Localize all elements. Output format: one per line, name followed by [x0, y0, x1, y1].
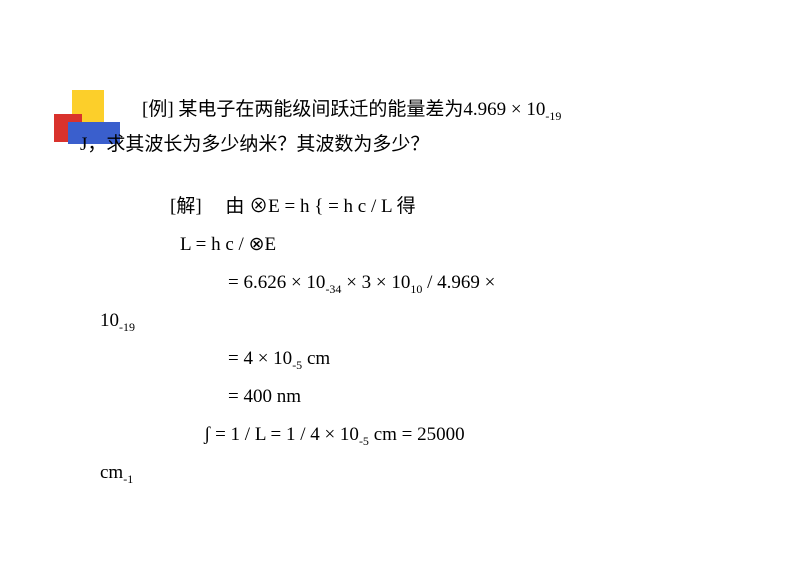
sol-l3a: = 6.626 × 10	[228, 272, 325, 293]
sol-l8-sub: -1	[123, 472, 133, 486]
sol-l3-sub1: -34	[325, 282, 341, 296]
sol-l4a: 10	[100, 310, 119, 331]
slide-content: [例] 某电子在两能级间跃迁的能量差为4.969 × 10-19 J，求其波长为…	[80, 95, 740, 492]
sol-l7-sub: -5	[359, 434, 369, 448]
sol-l3-sub2: 10	[410, 282, 422, 296]
sol-l7a: ʃ = 1 / L = 1 / 4 × 10	[204, 424, 359, 445]
sol-line4: 10-19	[100, 302, 740, 340]
sol-line1: [解] 由 ⊗E = h { = h c / L 得	[170, 188, 740, 226]
sol-l4-sub: -19	[119, 320, 135, 334]
problem-l1-sub: -19	[545, 109, 561, 123]
sol-l5-sub: -5	[292, 358, 302, 372]
solution-block: [解] 由 ⊗E = h { = h c / L 得 L = h c / ⊗E …	[80, 188, 740, 492]
sol-l5a: = 4 × 10	[228, 348, 292, 369]
sol-line8: cm-1	[100, 454, 740, 492]
sol-line5: = 4 × 10-5 cm	[228, 340, 740, 378]
problem-text-line2: J，求其波长为多少纳米？其波数为多少？	[80, 130, 740, 160]
sol-l7b: cm = 25000	[369, 424, 465, 445]
sol-line7: ʃ = 1 / L = 1 / 4 × 10-5 cm = 25000	[204, 416, 740, 454]
problem-text-line1: [例] 某电子在两能级间跃迁的能量差为4.969 × 10-19	[142, 95, 740, 126]
problem-l2-text: J，求其波长为多少纳米？其波数为多少？	[80, 134, 429, 155]
sol-line3: = 6.626 × 10-34 × 3 × 1010 / 4.969 ×	[228, 264, 740, 302]
sol-l8a: cm	[100, 462, 123, 483]
sol-l3b: × 3 × 10	[341, 272, 410, 293]
sol-l3c: / 4.969 ×	[422, 272, 495, 293]
problem-l1-text: [例] 某电子在两能级间跃迁的能量差为4.969 × 10	[142, 99, 545, 120]
sol-line2: L = h c / ⊗E	[180, 226, 740, 264]
sol-line6: = 400 nm	[228, 378, 740, 416]
sol-l5b: cm	[302, 348, 330, 369]
